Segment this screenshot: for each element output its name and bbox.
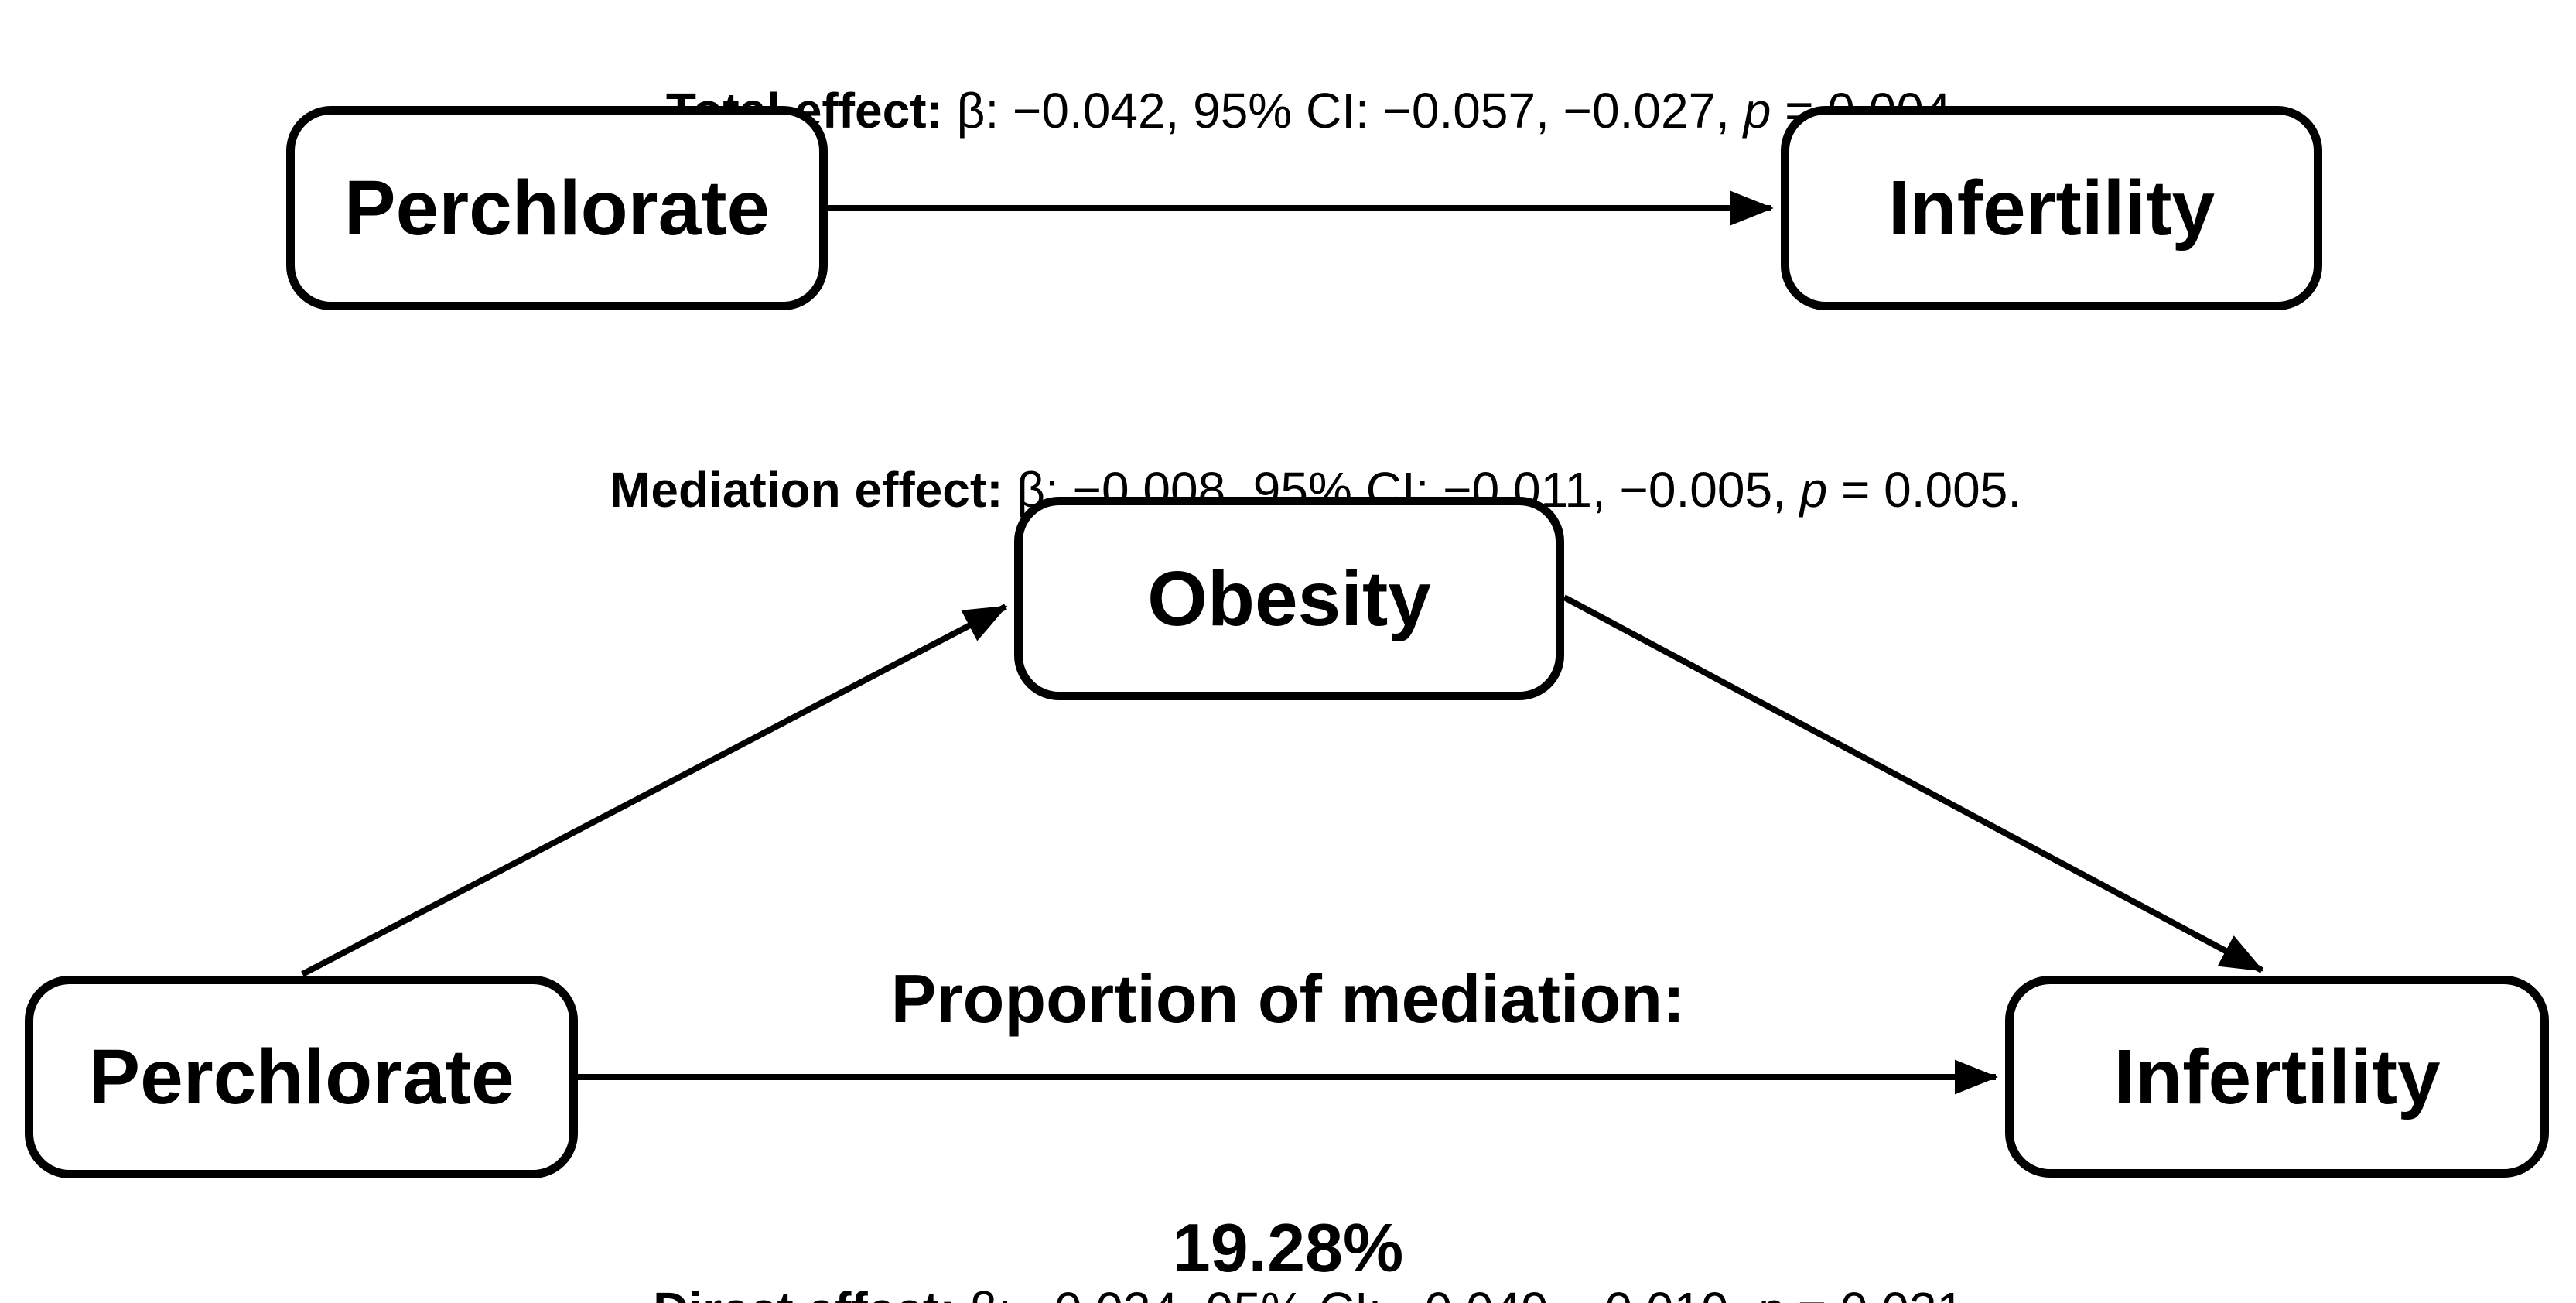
exposure-to-mediator-arrow	[301, 604, 1008, 977]
direct-effect-text: Direct effect: β: −0.034, 95% CI: −0.049…	[0, 1221, 2576, 1303]
mediation-effect-p-symbol: p	[1799, 461, 1828, 518]
node-perchlorate-bottom-label: Perchlorate	[88, 1034, 514, 1120]
mediator-to-outcome-arrow	[1563, 594, 2264, 973]
direct-effect-p-symbol: p	[1756, 1282, 1784, 1303]
node-infertility-top-label: Infertility	[1888, 165, 2216, 251]
direct-effect-label: Direct effect:	[653, 1282, 955, 1303]
node-infertility-bottom: Infertility	[2005, 976, 2549, 1178]
node-infertility-top: Infertility	[1781, 106, 2322, 310]
node-perchlorate-top-label: Perchlorate	[343, 165, 770, 251]
mediation-effect-label: Mediation effect:	[610, 461, 1003, 518]
direct-effect-p-value: = 0.021.	[1784, 1282, 1978, 1303]
node-perchlorate-bottom: Perchlorate	[25, 976, 578, 1178]
proportion-line1: Proportion of mediation:	[890, 959, 1686, 1037]
node-perchlorate-top: Perchlorate	[286, 106, 828, 310]
node-obesity-label: Obesity	[1147, 555, 1431, 642]
total-effect-text: Total effect: β: −0.042, 95% CI: −0.057,…	[0, 22, 2576, 200]
node-obesity: Obesity	[1014, 497, 1564, 700]
node-infertility-bottom-label: Infertility	[2113, 1033, 2441, 1120]
direct-effect-stats: β: −0.034, 95% CI: −0.049, −0.019,	[956, 1282, 1757, 1303]
proportion-line2: 19.28%	[1172, 1209, 1404, 1286]
mediation-effect-p-value: = 0.005.	[1827, 461, 2022, 518]
proportion-of-mediation-text: Proportion of mediation: 19.28%	[0, 791, 2576, 1303]
total-effect-stats: β: −0.042, 95% CI: −0.057, −0.027,	[942, 82, 1744, 139]
total-effect-p-symbol: p	[1743, 82, 1771, 139]
